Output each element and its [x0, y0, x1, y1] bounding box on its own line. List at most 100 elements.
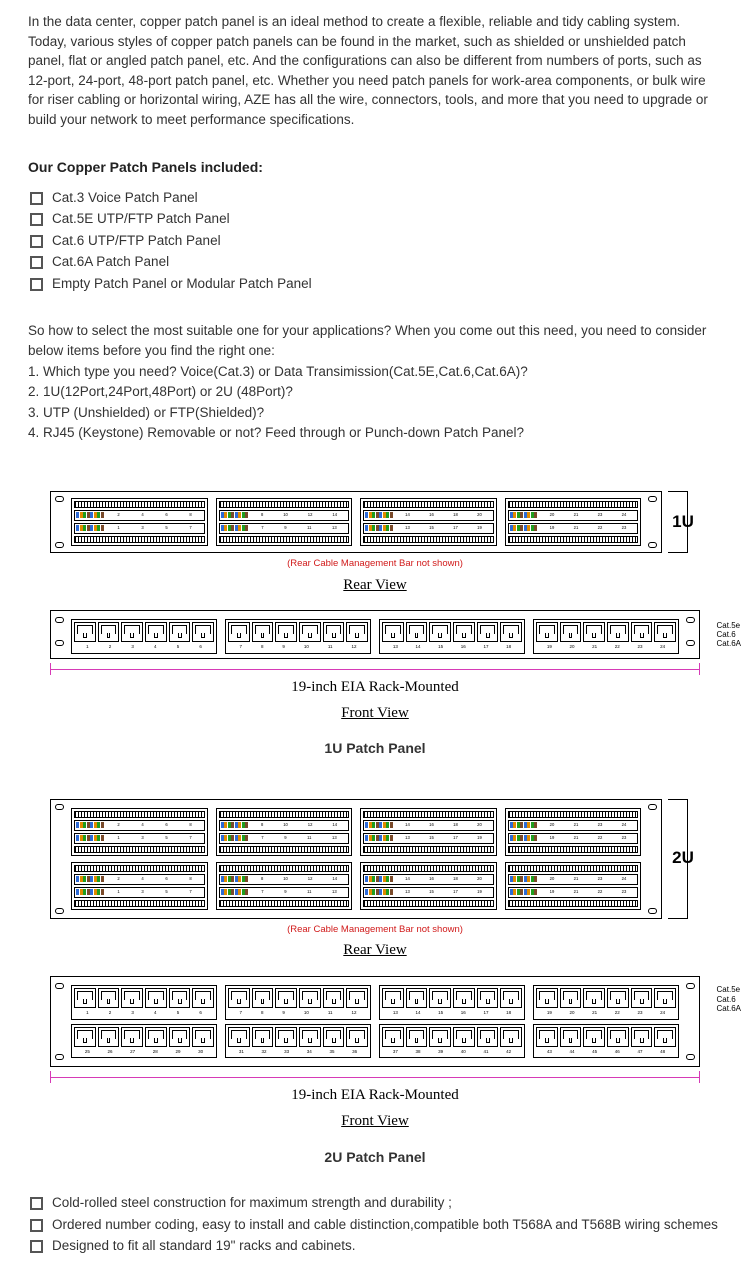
rj45-jack [536, 622, 558, 642]
intro-paragraph: In the data center, copper patch panel i… [28, 12, 722, 129]
guide-intro: So how to select the most suitable one f… [28, 321, 722, 360]
size-label-1u: 1U [666, 491, 700, 553]
rj45-jack [323, 1027, 345, 1047]
punchdown-block: 24681357 [71, 862, 208, 910]
front-view-label-1u: Front View [50, 703, 700, 725]
mount-label-1u: 19-inch EIA Rack-Mounted [50, 677, 700, 699]
rj45-jack [583, 622, 605, 642]
jack-block: 789101112 [225, 619, 371, 654]
rj45-jack [74, 988, 96, 1008]
mount-label-2u: 19-inch EIA Rack-Mounted [50, 1085, 700, 1107]
rj45-jack [98, 622, 120, 642]
rj45-jack [74, 622, 96, 642]
feature-item: Designed to fit all standard 19" racks a… [30, 1236, 722, 1256]
punchdown-block: 24681357 [71, 808, 208, 856]
punchdown-block: 1416182013151719 [360, 862, 497, 910]
punchdown-block: 2021232419212223 [505, 498, 642, 546]
rj45-jack [275, 988, 297, 1008]
rj45-jack [536, 988, 558, 1008]
punchdown-block: 1416182013151719 [360, 808, 497, 856]
punchdown-block: 1416182013151719 [360, 498, 497, 546]
rj45-jack [453, 1027, 475, 1047]
cable-note-2u: (Rear Cable Management Bar not shown) [50, 923, 700, 937]
rj45-jack [192, 1027, 214, 1047]
included-heading: Our Copper Patch Panels included: [28, 157, 722, 177]
rj45-jack [607, 622, 629, 642]
jack-block: 252627282930 [71, 1024, 217, 1059]
rj45-jack [477, 622, 499, 642]
punchdown-block: 8101214791113 [216, 808, 353, 856]
rj45-jack [346, 1027, 368, 1047]
included-list: Cat.3 Voice Patch PanelCat.5E UTP/FTP Pa… [28, 188, 722, 294]
rj45-jack [406, 988, 428, 1008]
rear-face-1u: 2468135781012147911131416182013151719202… [50, 491, 662, 553]
title-1u: 1U Patch Panel [28, 738, 722, 758]
rj45-jack [299, 622, 321, 642]
rj45-jack [560, 622, 582, 642]
rj45-jack [228, 988, 250, 1008]
rj45-jack [323, 988, 345, 1008]
included-item: Cat.3 Voice Patch Panel [30, 188, 722, 208]
jack-block: 373839404142 [379, 1024, 525, 1059]
included-item: Cat.5E UTP/FTP Patch Panel [30, 209, 722, 229]
punchdown-block: 24681357 [71, 498, 208, 546]
diagram-1u: 2468135781012147911131416182013151719202… [50, 491, 700, 725]
rj45-jack [145, 622, 167, 642]
rj45-jack [429, 622, 451, 642]
rj45-jack [429, 1027, 451, 1047]
rj45-jack [536, 1027, 558, 1047]
rj45-jack [631, 988, 653, 1008]
punchdown-block: 2021232419212223 [505, 808, 642, 856]
rj45-jack [299, 988, 321, 1008]
rj45-jack [607, 1027, 629, 1047]
rear-face-2u: 2468135781012147911131416182013151719202… [50, 799, 662, 919]
rj45-jack [631, 622, 653, 642]
jack-block: 313233343536 [225, 1024, 371, 1059]
rj45-jack [228, 622, 250, 642]
rj45-jack [346, 988, 368, 1008]
rj45-jack [121, 1027, 143, 1047]
jack-block: 192021222324 [533, 985, 679, 1020]
front-face-2u: 123456789101112131415161718192021222324 … [50, 976, 700, 1067]
rj45-jack [583, 988, 605, 1008]
rj45-jack [382, 1027, 404, 1047]
rj45-jack [453, 988, 475, 1008]
rj45-jack [121, 988, 143, 1008]
jack-block: 123456 [71, 985, 217, 1020]
guide-line: 3. UTP (Unshielded) or FTP(Shielded)? [28, 403, 722, 423]
rj45-jack [192, 622, 214, 642]
included-item: Cat.6 UTP/FTP Patch Panel [30, 231, 722, 251]
rj45-jack [477, 1027, 499, 1047]
rj45-jack [429, 988, 451, 1008]
jack-block: 434445464748 [533, 1024, 679, 1059]
dimension-line-1u [50, 663, 700, 675]
rj45-jack [560, 988, 582, 1008]
feature-item: Ordered number coding, easy to install a… [30, 1215, 722, 1235]
rj45-jack [346, 622, 368, 642]
rj45-jack [169, 988, 191, 1008]
jack-block: 131415161718 [379, 619, 525, 654]
rj45-jack [275, 622, 297, 642]
jack-block: 131415161718 [379, 985, 525, 1020]
diagram-2u: 2468135781012147911131416182013151719202… [50, 799, 700, 1133]
rj45-jack [382, 622, 404, 642]
punchdown-block: 8101214791113 [216, 862, 353, 910]
jack-block: 192021222324 [533, 619, 679, 654]
rj45-jack [583, 1027, 605, 1047]
rj45-jack [323, 622, 345, 642]
rj45-jack [654, 1027, 676, 1047]
rj45-jack [145, 1027, 167, 1047]
rj45-jack [654, 988, 676, 1008]
punchdown-block: 8101214791113 [216, 498, 353, 546]
feature-item: Cold-rolled steel construction for maxim… [30, 1193, 722, 1213]
rj45-jack [169, 622, 191, 642]
rj45-jack [275, 1027, 297, 1047]
jack-block: 789101112 [225, 985, 371, 1020]
rj45-jack [477, 988, 499, 1008]
selection-guide: So how to select the most suitable one f… [28, 321, 722, 442]
rj45-jack [74, 1027, 96, 1047]
rj45-jack [500, 622, 522, 642]
rj45-jack [500, 988, 522, 1008]
rj45-jack [631, 1027, 653, 1047]
rj45-jack [228, 1027, 250, 1047]
